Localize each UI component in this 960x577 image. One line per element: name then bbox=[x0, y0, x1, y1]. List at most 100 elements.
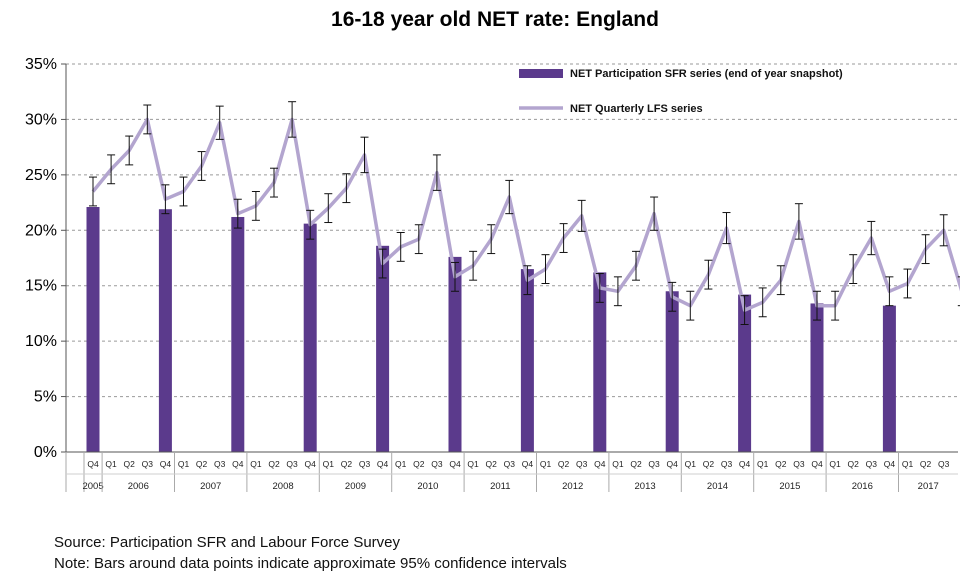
legend-label-lfs: NET Quarterly LFS series bbox=[570, 103, 703, 115]
x-quarter-label: Q1 bbox=[105, 459, 117, 469]
lfs-error-bar bbox=[632, 250, 640, 281]
lfs-error-bar bbox=[831, 290, 840, 321]
x-quarter-label: Q4 bbox=[594, 459, 606, 469]
x-quarter-label: Q3 bbox=[214, 459, 226, 469]
lfs-error-bar bbox=[505, 179, 514, 215]
lfs-error-bar bbox=[432, 154, 441, 191]
y-tick-label: 30% bbox=[25, 111, 57, 128]
x-quarter-label: Q1 bbox=[250, 459, 262, 469]
lfs-error-bar bbox=[921, 234, 930, 265]
x-quarter-label: Q2 bbox=[268, 459, 280, 469]
x-year-label: 2012 bbox=[562, 481, 583, 492]
lfs-error-bar bbox=[233, 198, 242, 229]
lfs-error-bar bbox=[903, 268, 912, 299]
x-quarter-label: Q1 bbox=[902, 459, 914, 469]
lfs-error-bar bbox=[704, 259, 713, 290]
x-quarter-label: Q1 bbox=[757, 459, 769, 469]
x-quarter-label: Q2 bbox=[558, 459, 570, 469]
lfs-error-bar bbox=[813, 290, 821, 321]
legend-swatch-sfr bbox=[519, 69, 563, 78]
lfs-error-bar bbox=[939, 214, 948, 247]
y-tick-label: 20% bbox=[25, 222, 57, 239]
lfs-error-bar bbox=[324, 193, 333, 224]
x-quarter-label: Q3 bbox=[576, 459, 588, 469]
lfs-error-bar bbox=[885, 276, 894, 307]
ci-note: Note: Bars around data points indicate a… bbox=[54, 555, 567, 572]
x-quarter-label: Q4 bbox=[305, 459, 317, 469]
lfs-error-bar bbox=[957, 276, 960, 307]
y-tick-label: 5% bbox=[34, 389, 57, 406]
lfs-error-bar bbox=[740, 295, 749, 326]
x-quarter-label: Q1 bbox=[685, 459, 697, 469]
x-quarter-label: Q2 bbox=[413, 459, 425, 469]
x-quarter-label: Q1 bbox=[178, 459, 190, 469]
x-year-label: 2008 bbox=[273, 481, 294, 492]
source-note: Source: Participation SFR and Labour For… bbox=[54, 534, 401, 551]
lfs-error-bar bbox=[197, 151, 206, 181]
gridlines bbox=[66, 63, 958, 398]
x-quarter-label: Q3 bbox=[359, 459, 371, 469]
legend: NET Participation SFR series (end of yea… bbox=[519, 68, 843, 115]
sfr-bar bbox=[303, 223, 317, 452]
x-quarter-label: Q1 bbox=[829, 459, 841, 469]
lfs-error-bar bbox=[89, 176, 97, 207]
x-quarter-label: Q3 bbox=[793, 459, 805, 469]
lfs-line-series bbox=[89, 101, 960, 326]
lfs-error-bar bbox=[559, 223, 568, 253]
lfs-error-bar bbox=[251, 190, 260, 221]
footnotes: Source: Participation SFR and Labour For… bbox=[54, 532, 567, 574]
x-quarter-label: Q3 bbox=[142, 459, 154, 469]
lfs-error-bar bbox=[577, 199, 586, 232]
x-quarter-label: Q3 bbox=[866, 459, 878, 469]
sfr-bar bbox=[86, 207, 100, 452]
x-year-label: 2015 bbox=[779, 481, 800, 492]
x-year-label: 2017 bbox=[918, 481, 939, 492]
lfs-error-bar bbox=[469, 250, 478, 281]
lfs-error-bar bbox=[650, 196, 659, 231]
lfs-error-bar bbox=[595, 273, 604, 303]
sfr-bar bbox=[376, 245, 390, 452]
sfr-bar bbox=[665, 291, 679, 452]
y-tick-label: 35% bbox=[25, 56, 57, 73]
x-quarter-label: Q3 bbox=[504, 459, 516, 469]
lfs-error-bar bbox=[451, 261, 459, 292]
lfs-error-bar bbox=[270, 167, 278, 198]
lfs-error-bar bbox=[758, 287, 767, 318]
y-tick-label: 0% bbox=[34, 444, 57, 461]
x-year-label: 2007 bbox=[200, 481, 221, 492]
axes: 0% 5% 10% 15% 20% 25% 30% 35% Q4 Q1 Q2 Q3 Q4 Q1 Q2 Q3 Q4… bbox=[25, 56, 958, 492]
lfs-error-bar bbox=[378, 248, 387, 279]
sfr-bar bbox=[520, 269, 534, 452]
lfs-error-bar bbox=[523, 265, 532, 296]
x-quarter-label: Q2 bbox=[124, 459, 136, 469]
lfs-error-bar bbox=[613, 276, 622, 307]
x-quarter-label: Q2 bbox=[341, 459, 353, 469]
lfs-error-bar bbox=[686, 290, 695, 321]
lfs-error-bar bbox=[179, 176, 188, 207]
lfs-error-bar bbox=[288, 101, 297, 138]
x-quarter-label: Q4 bbox=[811, 459, 823, 469]
lfs-error-bar bbox=[849, 254, 858, 284]
lfs-error-bar bbox=[125, 135, 134, 166]
x-quarter-label: Q1 bbox=[612, 459, 624, 469]
x-quarter-label: Q3 bbox=[721, 459, 733, 469]
x-year-label: 2005 bbox=[82, 481, 103, 492]
x-year-label: 2006 bbox=[128, 481, 149, 492]
lfs-error-bar bbox=[867, 220, 876, 256]
x-quarter-label: Q4 bbox=[377, 459, 389, 469]
x-quarter-label: Q3 bbox=[431, 459, 443, 469]
x-year-label: 2010 bbox=[417, 481, 438, 492]
lfs-error-bar bbox=[794, 203, 803, 240]
x-quarter-label: Q2 bbox=[920, 459, 932, 469]
x-quarter-label: Q4 bbox=[739, 459, 751, 469]
lfs-error-bar bbox=[722, 212, 731, 245]
x-quarter-label: Q2 bbox=[630, 459, 642, 469]
lfs-error-bar bbox=[342, 173, 351, 204]
x-quarter-label: Q2 bbox=[848, 459, 860, 469]
x-quarter-label: Q4 bbox=[449, 459, 461, 469]
y-tick-label: 10% bbox=[25, 333, 57, 350]
sfr-bar bbox=[448, 256, 462, 452]
lfs-error-bar bbox=[215, 105, 224, 140]
lfs-error-bar bbox=[541, 254, 550, 284]
